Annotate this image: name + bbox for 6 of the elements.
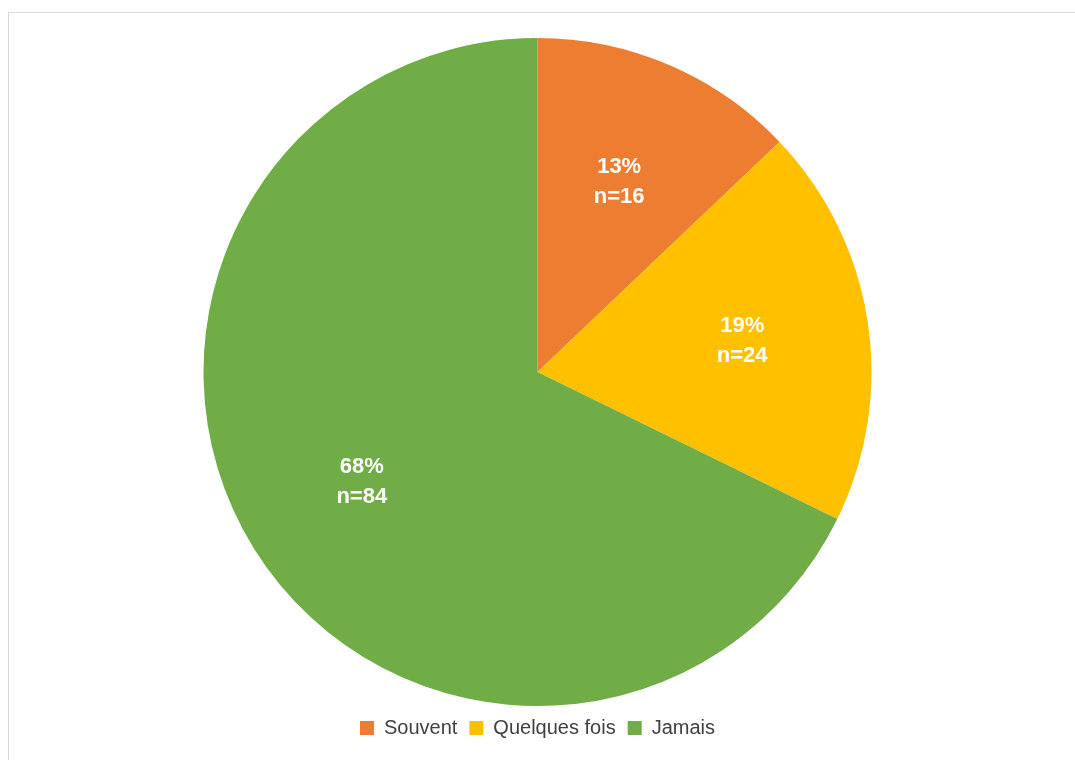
legend-label: Souvent	[383, 715, 458, 738]
data-label: 68% n=84	[336, 452, 388, 508]
data-label: 19% n=24	[716, 311, 769, 367]
legend-label: Quelques fois	[493, 715, 616, 738]
data-label: 13% n=16	[593, 152, 645, 208]
legend-label: Jamais	[651, 715, 716, 738]
